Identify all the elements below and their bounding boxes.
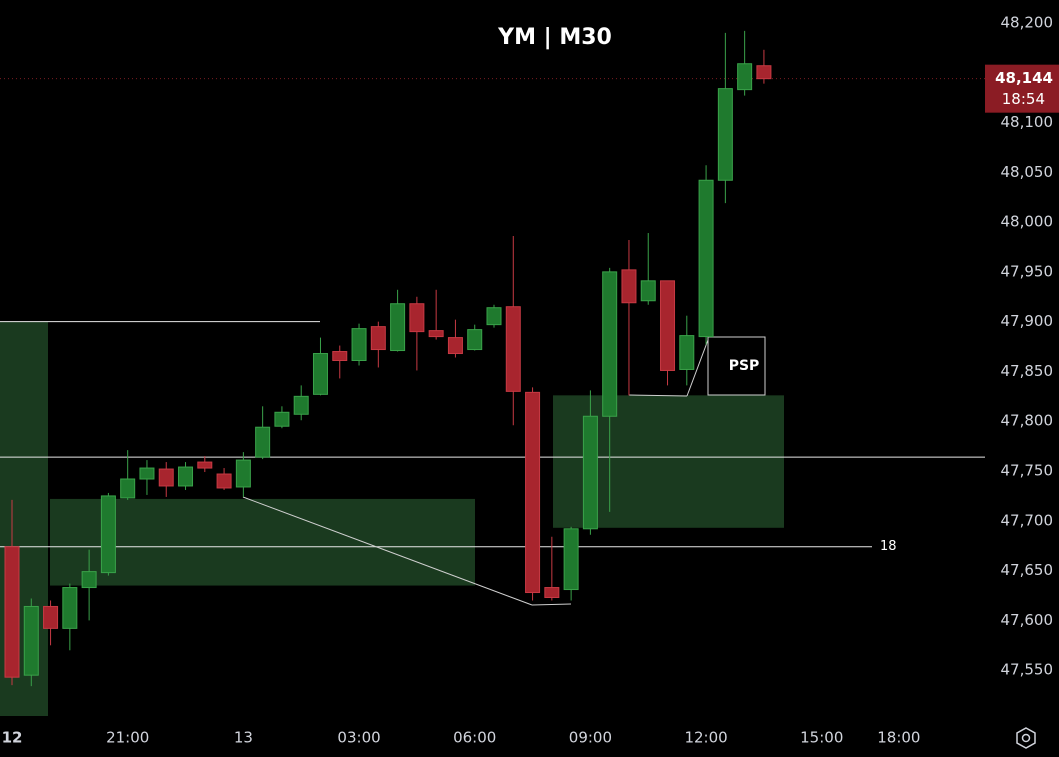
candle-body (717, 88, 733, 181)
candle-body (525, 391, 541, 594)
candle-body (467, 329, 483, 351)
x-tick-label: 03:00 (337, 729, 380, 747)
candle-body (621, 269, 637, 304)
candle-body (312, 353, 328, 395)
candle-body (62, 587, 78, 629)
x-tick-label: 09:00 (569, 729, 612, 747)
y-tick-label: 47,850 (1001, 362, 1054, 380)
last-price-tag (985, 64, 1059, 113)
x-tick-label: 21:00 (106, 729, 149, 747)
annotation-box (707, 336, 766, 396)
settings-dot[interactable] (1021, 733, 1031, 743)
candle-body (158, 468, 174, 487)
drawing-line (531, 603, 572, 606)
x-tick-label: 06:00 (453, 729, 496, 747)
candle-body (139, 467, 155, 480)
candle-body (197, 461, 213, 469)
y-tick-label: 47,650 (1001, 561, 1054, 579)
last-price-label: 48,144 (995, 69, 1053, 87)
candle-body (602, 271, 618, 417)
y-tick-label: 47,700 (1001, 511, 1054, 529)
candle-body (178, 466, 194, 487)
zone (50, 498, 475, 586)
candle-body (660, 280, 676, 371)
candle-body (640, 280, 656, 302)
candle-body (756, 65, 772, 80)
candle-body (4, 546, 20, 678)
candle-body (409, 303, 425, 333)
annotation-label: PSP (729, 358, 760, 374)
candle-body (679, 335, 695, 370)
candle-body (274, 411, 290, 427)
y-tick-label: 47,900 (1001, 312, 1054, 330)
x-tick-label: 15:00 (800, 729, 843, 747)
candle-body (486, 307, 502, 326)
x-tick-label: 18:00 (877, 729, 920, 747)
y-tick-label: 47,600 (1001, 611, 1054, 629)
candle-body (81, 571, 97, 589)
candle-body (216, 473, 232, 489)
candle-body (120, 478, 136, 499)
x-tick-label: 12 (2, 729, 23, 747)
candle-body (255, 426, 271, 458)
y-tick-label: 48,100 (1001, 113, 1054, 131)
x-tick-label: 12:00 (684, 729, 727, 747)
candle-body (23, 605, 39, 676)
candle-body (235, 459, 251, 488)
candle-body (447, 337, 463, 355)
level-label: 18 (880, 539, 897, 554)
y-tick-label: 47,950 (1001, 262, 1054, 280)
candle-body (293, 395, 309, 415)
settings-icon[interactable] (1016, 727, 1036, 749)
candle-body (332, 351, 348, 361)
countdown-label: 18:54 (1002, 90, 1045, 108)
drawing-line (242, 496, 533, 606)
candle-body (351, 328, 367, 361)
y-tick-label: 48,050 (1001, 163, 1054, 181)
candle-body (390, 303, 406, 352)
y-tick-label: 48,000 (1001, 213, 1054, 231)
x-tick-label: 13 (234, 729, 253, 747)
drawing-line (686, 339, 709, 397)
candle-body (43, 605, 59, 629)
candle-body (544, 587, 560, 599)
background-layer (0, 78, 985, 717)
candle-body (428, 330, 444, 338)
chart-title: YM | M30 (497, 25, 612, 50)
drawing-line (628, 394, 688, 397)
y-tick-label: 47,550 (1001, 661, 1054, 679)
candle-body (737, 63, 753, 91)
candle-body (100, 495, 116, 574)
candle-body (505, 306, 521, 392)
settings-hexagon[interactable] (1016, 727, 1036, 749)
candle-body (370, 326, 386, 351)
y-tick-label: 47,750 (1001, 462, 1054, 480)
y-tick-label: 47,800 (1001, 412, 1054, 430)
candle-body (698, 179, 714, 338)
candle-body (563, 528, 579, 591)
y-tick-label: 48,200 (1001, 13, 1054, 31)
candle-body (582, 415, 598, 530)
